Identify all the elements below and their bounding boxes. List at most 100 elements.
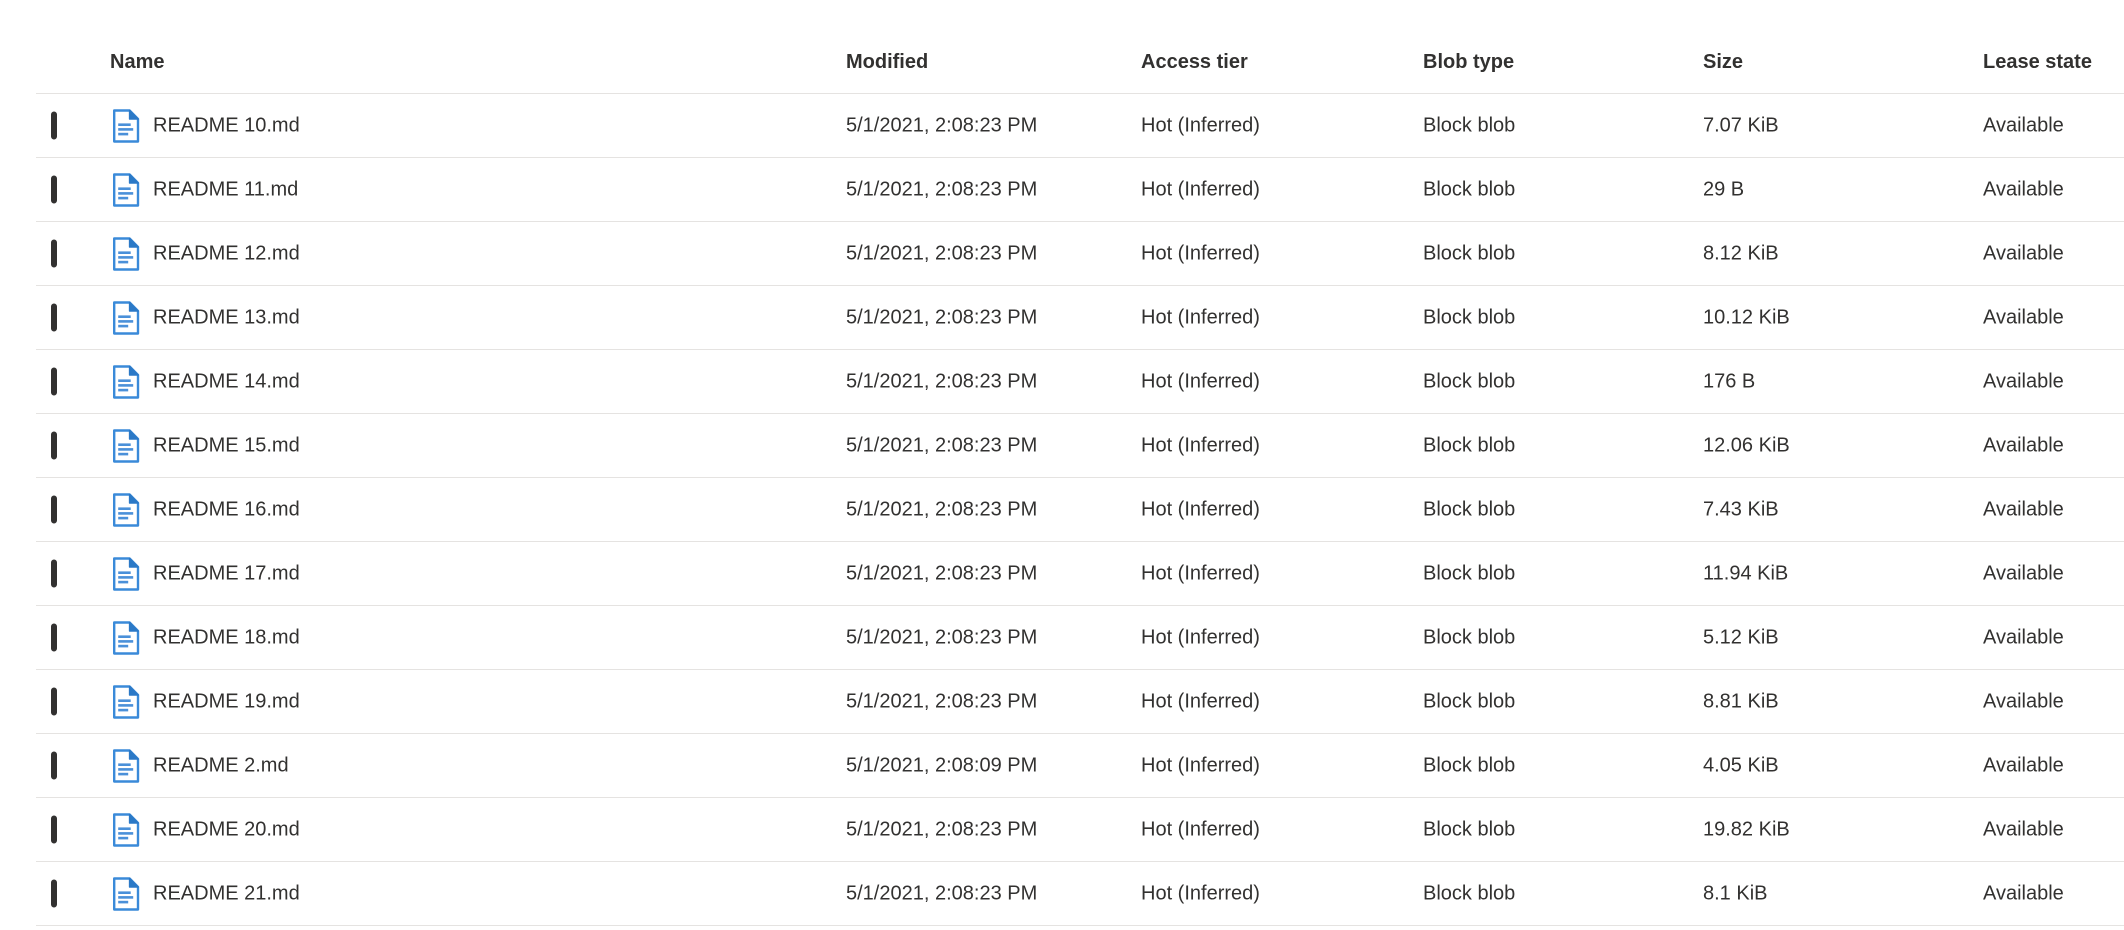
blob-name-link[interactable]: README 16.md <box>153 498 300 520</box>
blob-type-cell: Block blob <box>1423 498 1516 520</box>
row-select-checkbox[interactable] <box>51 111 57 139</box>
column-header-name[interactable]: Name <box>110 51 165 73</box>
blob-modified-cell: 5/1/2021, 2:08:23 PM <box>846 434 1038 456</box>
table-row[interactable]: README 12.md 5/1/2021, 2:08:23 PM Hot (I… <box>36 222 2124 286</box>
blob-name-link[interactable]: README 10.md <box>153 114 300 136</box>
blob-lease-state-cell: Available <box>1983 562 2064 584</box>
blob-name-link[interactable]: README 21.md <box>153 882 300 904</box>
row-select-checkbox[interactable] <box>51 687 57 715</box>
blob-name-link[interactable]: README 13.md <box>153 306 300 328</box>
blob-lease-state-cell: Available <box>1983 498 2064 520</box>
file-document-icon <box>112 556 140 591</box>
row-select-checkbox[interactable] <box>51 559 57 587</box>
row-select-checkbox[interactable] <box>51 367 57 395</box>
blob-size-cell: 4.05 KiB <box>1703 754 1779 776</box>
table-row[interactable]: README 21.md 5/1/2021, 2:08:23 PM Hot (I… <box>36 862 2124 926</box>
row-select-checkbox[interactable] <box>51 239 57 267</box>
row-checkbox-wrapper <box>51 815 57 843</box>
blob-name-link[interactable]: README 18.md <box>153 626 300 648</box>
table-row[interactable]: README 15.md 5/1/2021, 2:08:23 PM Hot (I… <box>36 414 2124 478</box>
row-checkbox-wrapper <box>51 687 57 715</box>
blob-name-link[interactable]: README 2.md <box>153 754 289 776</box>
file-document-icon <box>112 300 140 335</box>
blob-lease-state-cell: Available <box>1983 882 2064 904</box>
table-row[interactable]: README 13.md 5/1/2021, 2:08:23 PM Hot (I… <box>36 286 2124 350</box>
blob-access-tier-cell: Hot (Inferred) <box>1141 178 1260 200</box>
row-select-checkbox[interactable] <box>51 623 57 651</box>
row-checkbox-wrapper <box>51 303 57 331</box>
blob-size-cell: 8.12 KiB <box>1703 242 1779 264</box>
row-select-checkbox[interactable] <box>51 431 57 459</box>
blob-size-cell: 176 B <box>1703 370 1756 392</box>
blob-modified-cell: 5/1/2021, 2:08:23 PM <box>846 114 1038 136</box>
blob-size-cell: 10.12 KiB <box>1703 306 1790 328</box>
blob-access-tier-cell: Hot (Inferred) <box>1141 498 1260 520</box>
blob-size-cell: 19.82 KiB <box>1703 818 1790 840</box>
blob-name-link[interactable]: README 14.md <box>153 370 300 392</box>
row-select-checkbox[interactable] <box>51 495 57 523</box>
column-header-access-tier[interactable]: Access tier <box>1141 51 1248 73</box>
row-checkbox-wrapper <box>51 495 57 523</box>
blob-type-cell: Block blob <box>1423 178 1516 200</box>
blob-lease-state-cell: Available <box>1983 754 2064 776</box>
blob-access-tier-cell: Hot (Inferred) <box>1141 818 1260 840</box>
column-header-lease-state[interactable]: Lease state <box>1983 51 2092 73</box>
column-header-size[interactable]: Size <box>1703 51 1744 73</box>
blob-lease-state-cell: Available <box>1983 114 2064 136</box>
blob-modified-cell: 5/1/2021, 2:08:23 PM <box>846 370 1038 392</box>
table-row[interactable]: README 2.md 5/1/2021, 2:08:09 PM Hot (In… <box>36 734 2124 798</box>
table-row[interactable]: README 19.md 5/1/2021, 2:08:23 PM Hot (I… <box>36 670 2124 734</box>
table-header-row: Name Modified Access tier Blob type Size… <box>36 0 2124 94</box>
blob-size-cell: 11.94 KiB <box>1703 562 1789 584</box>
file-document-icon <box>112 236 140 271</box>
file-document-icon <box>112 364 140 399</box>
blob-access-tier-cell: Hot (Inferred) <box>1141 626 1260 648</box>
table-row[interactable]: README 20.md 5/1/2021, 2:08:23 PM Hot (I… <box>36 798 2124 862</box>
blob-type-cell: Block blob <box>1423 242 1516 264</box>
table-row[interactable]: README 14.md 5/1/2021, 2:08:23 PM Hot (I… <box>36 350 2124 414</box>
blob-lease-state-cell: Available <box>1983 306 2064 328</box>
table-row[interactable]: README 17.md 5/1/2021, 2:08:23 PM Hot (I… <box>36 542 2124 606</box>
row-select-checkbox[interactable] <box>51 751 57 779</box>
blob-modified-cell: 5/1/2021, 2:08:23 PM <box>846 626 1038 648</box>
blob-name-link[interactable]: README 12.md <box>153 242 300 264</box>
row-select-checkbox[interactable] <box>51 879 57 907</box>
row-checkbox-wrapper <box>51 879 57 907</box>
blob-modified-cell: 5/1/2021, 2:08:23 PM <box>846 562 1038 584</box>
blob-lease-state-cell: Available <box>1983 434 2064 456</box>
column-header-modified[interactable]: Modified <box>846 51 929 73</box>
blob-type-cell: Block blob <box>1423 434 1516 456</box>
blob-name-link[interactable]: README 17.md <box>153 562 300 584</box>
blob-name-link[interactable]: README 20.md <box>153 818 300 840</box>
blob-name-link[interactable]: README 15.md <box>153 434 300 456</box>
blob-type-cell: Block blob <box>1423 882 1516 904</box>
table-row[interactable]: README 16.md 5/1/2021, 2:08:23 PM Hot (I… <box>36 478 2124 542</box>
blob-name-link[interactable]: README 11.md <box>153 178 299 200</box>
row-select-checkbox[interactable] <box>51 303 57 331</box>
blob-name-link[interactable]: README 19.md <box>153 690 300 712</box>
table-row[interactable]: README 11.md 5/1/2021, 2:08:23 PM Hot (I… <box>36 158 2124 222</box>
file-document-icon <box>112 812 140 847</box>
blob-lease-state-cell: Available <box>1983 242 2064 264</box>
blob-size-cell: 7.43 KiB <box>1703 498 1779 520</box>
blob-type-cell: Block blob <box>1423 562 1516 584</box>
column-header-blob-type[interactable]: Blob type <box>1423 51 1515 73</box>
row-select-checkbox[interactable] <box>51 815 57 843</box>
table-row[interactable]: README 18.md 5/1/2021, 2:08:23 PM Hot (I… <box>36 606 2124 670</box>
blob-access-tier-cell: Hot (Inferred) <box>1141 882 1260 904</box>
file-document-icon <box>112 620 140 655</box>
blob-size-cell: 5.12 KiB <box>1703 626 1779 648</box>
blob-access-tier-cell: Hot (Inferred) <box>1141 754 1260 776</box>
blob-modified-cell: 5/1/2021, 2:08:23 PM <box>846 306 1038 328</box>
file-document-icon <box>112 684 140 719</box>
table-row[interactable]: README 10.md 5/1/2021, 2:08:23 PM Hot (I… <box>36 94 2124 158</box>
blob-size-cell: 8.81 KiB <box>1703 690 1779 712</box>
blob-size-cell: 12.06 KiB <box>1703 434 1790 456</box>
blob-lease-state-cell: Available <box>1983 370 2064 392</box>
blob-type-cell: Block blob <box>1423 114 1516 136</box>
blob-type-cell: Block blob <box>1423 306 1516 328</box>
blob-modified-cell: 5/1/2021, 2:08:23 PM <box>846 498 1038 520</box>
row-select-checkbox[interactable] <box>51 175 57 203</box>
blob-type-cell: Block blob <box>1423 626 1516 648</box>
row-checkbox-wrapper <box>51 111 57 139</box>
